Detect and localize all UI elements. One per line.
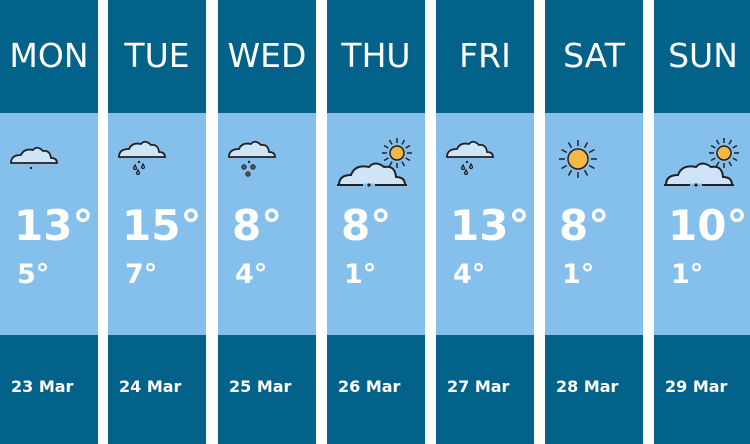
day-name: TUE bbox=[124, 36, 190, 75]
date-footer: 29 Mar bbox=[654, 335, 750, 444]
rain-icon bbox=[444, 135, 494, 189]
day-header: MON bbox=[0, 0, 98, 113]
forecast-body: 13° 5° bbox=[0, 113, 98, 335]
date-footer: 27 Mar bbox=[436, 335, 534, 444]
day-header: FRI bbox=[436, 0, 534, 113]
forecast-body: 8° 4° bbox=[218, 113, 316, 335]
date-label: 29 Mar bbox=[665, 377, 728, 396]
date-label: 25 Mar bbox=[229, 377, 292, 396]
day-header: WED bbox=[218, 0, 316, 113]
forecast-body: 15° 7° bbox=[108, 113, 206, 335]
day-name: MON bbox=[9, 36, 89, 75]
low-temp: 4° bbox=[235, 259, 268, 290]
date-label: 24 Mar bbox=[119, 377, 182, 396]
date-footer: 23 Mar bbox=[0, 335, 98, 444]
date-label: 28 Mar bbox=[556, 377, 619, 396]
forecast-body: 8° 1° bbox=[327, 113, 425, 335]
day-column: WED 8° 4° 25 Mar bbox=[218, 0, 316, 444]
high-temp: 8° bbox=[341, 201, 392, 250]
low-temp: 1° bbox=[344, 259, 377, 290]
high-temp: 10° bbox=[668, 201, 748, 250]
day-name: THU bbox=[341, 36, 411, 75]
low-temp: 7° bbox=[125, 259, 158, 290]
day-header: SAT bbox=[545, 0, 643, 113]
date-footer: 28 Mar bbox=[545, 335, 643, 444]
day-column: THU 8° 1° 26 Mar bbox=[327, 0, 425, 444]
day-header: SUN bbox=[654, 0, 750, 113]
day-name: FRI bbox=[459, 36, 511, 75]
high-temp: 8° bbox=[232, 201, 283, 250]
day-name: WED bbox=[227, 36, 307, 75]
high-temp: 15° bbox=[122, 201, 202, 250]
low-temp: 4° bbox=[453, 259, 486, 290]
day-header: THU bbox=[327, 0, 425, 113]
date-footer: 25 Mar bbox=[218, 335, 316, 444]
forecast-body: 8° 1° bbox=[545, 113, 643, 335]
date-footer: 26 Mar bbox=[327, 335, 425, 444]
date-footer: 24 Mar bbox=[108, 335, 206, 444]
day-column: TUE 15° 7° 24 Mar bbox=[108, 0, 206, 444]
forecast-body: 10° 1° bbox=[654, 113, 750, 335]
cloudy-icon bbox=[8, 135, 58, 179]
day-name: SAT bbox=[563, 36, 625, 75]
day-name: SUN bbox=[668, 36, 738, 75]
low-temp: 1° bbox=[671, 259, 704, 290]
day-column: FRI 13° 4° 27 Mar bbox=[436, 0, 534, 444]
rain-icon bbox=[116, 135, 166, 189]
day-column: SUN 10° 1° 29 Mar bbox=[654, 0, 750, 444]
date-label: 27 Mar bbox=[447, 377, 510, 396]
day-column: SAT 8° 1° 28 Mar bbox=[545, 0, 643, 444]
day-column: MON 13° 5° 23 Mar bbox=[0, 0, 98, 444]
partly-cloudy-icon bbox=[335, 135, 415, 195]
low-temp: 1° bbox=[562, 259, 595, 290]
snow-icon bbox=[226, 135, 276, 189]
high-temp: 13° bbox=[14, 201, 94, 250]
partly-cloudy-icon bbox=[662, 135, 742, 195]
day-header: TUE bbox=[108, 0, 206, 113]
high-temp: 13° bbox=[450, 201, 530, 250]
forecast-body: 13° 4° bbox=[436, 113, 534, 335]
date-label: 26 Mar bbox=[338, 377, 401, 396]
low-temp: 5° bbox=[17, 259, 50, 290]
high-temp: 8° bbox=[559, 201, 610, 250]
sun-icon bbox=[553, 135, 603, 189]
date-label: 23 Mar bbox=[11, 377, 74, 396]
